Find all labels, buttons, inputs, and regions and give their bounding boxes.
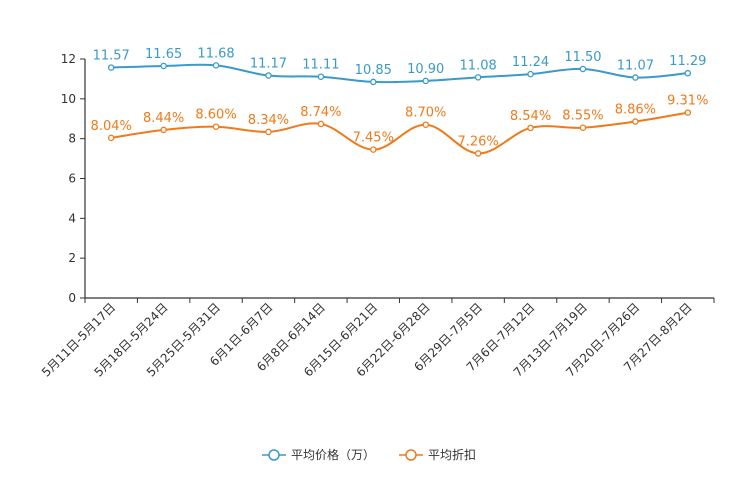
data-point[interactable] bbox=[265, 72, 272, 79]
data-label: 8.54% bbox=[510, 109, 551, 124]
y-tick-label: 2 bbox=[68, 251, 76, 265]
series-line-price bbox=[111, 63, 688, 84]
y-tick-label: 4 bbox=[68, 211, 76, 225]
data-label: 11.24 bbox=[512, 55, 549, 70]
data-label: 11.65 bbox=[145, 47, 182, 62]
data-label: 8.86% bbox=[615, 103, 656, 118]
data-label: 10.85 bbox=[355, 63, 392, 78]
data-point[interactable] bbox=[632, 118, 639, 125]
data-point[interactable] bbox=[474, 150, 482, 157]
data-point[interactable] bbox=[422, 77, 429, 85]
data-label: 8.44% bbox=[143, 111, 184, 126]
data-point[interactable] bbox=[422, 121, 429, 128]
data-label: 9.31% bbox=[667, 94, 708, 109]
data-label: 8.60% bbox=[195, 108, 236, 123]
data-point[interactable] bbox=[107, 134, 115, 142]
y-tick-label: 12 bbox=[61, 52, 76, 66]
data-label: 11.50 bbox=[564, 50, 601, 65]
data-point[interactable] bbox=[317, 120, 325, 128]
data-point[interactable] bbox=[527, 70, 534, 78]
data-label: 11.29 bbox=[669, 54, 706, 69]
data-point[interactable] bbox=[684, 69, 692, 77]
data-point[interactable] bbox=[684, 109, 692, 116]
data-label: 11.68 bbox=[197, 46, 234, 61]
data-point[interactable] bbox=[370, 78, 377, 86]
data-label: 8.74% bbox=[300, 105, 341, 120]
y-tick-label: 8 bbox=[68, 132, 76, 146]
y-tick-label: 10 bbox=[61, 92, 76, 106]
data-label: 8.55% bbox=[562, 109, 603, 124]
y-tick-label: 6 bbox=[68, 172, 76, 186]
data-point[interactable] bbox=[107, 64, 115, 71]
data-label: 10.90 bbox=[407, 62, 444, 77]
data-point[interactable] bbox=[579, 65, 587, 73]
legend-swatch-marker bbox=[405, 449, 417, 461]
data-label: 8.04% bbox=[91, 119, 132, 134]
legend-item-price[interactable]: 平均价格（万） bbox=[291, 447, 375, 462]
data-label: 11.08 bbox=[460, 58, 497, 73]
data-point[interactable] bbox=[370, 146, 377, 153]
y-tick-label: 0 bbox=[68, 291, 76, 305]
data-point[interactable] bbox=[579, 124, 587, 131]
data-label: 11.57 bbox=[93, 49, 130, 64]
data-point[interactable] bbox=[474, 74, 482, 81]
data-point[interactable] bbox=[317, 73, 325, 80]
data-point[interactable] bbox=[632, 74, 639, 81]
data-point[interactable] bbox=[160, 126, 167, 134]
data-point[interactable] bbox=[265, 128, 272, 136]
data-point[interactable] bbox=[160, 62, 167, 70]
data-label: 11.07 bbox=[617, 59, 654, 74]
data-label: 7.26% bbox=[457, 134, 498, 149]
data-point[interactable] bbox=[212, 62, 220, 69]
data-label: 7.45% bbox=[353, 131, 394, 146]
data-point[interactable] bbox=[212, 123, 220, 130]
data-label: 8.70% bbox=[405, 106, 446, 121]
legend-swatch-marker bbox=[268, 449, 280, 461]
data-label: 8.34% bbox=[248, 113, 289, 128]
legend-item-discount[interactable]: 平均折扣 bbox=[428, 447, 476, 462]
data-label: 11.17 bbox=[250, 57, 287, 72]
data-point[interactable] bbox=[527, 124, 534, 132]
data-label: 11.11 bbox=[302, 58, 339, 73]
